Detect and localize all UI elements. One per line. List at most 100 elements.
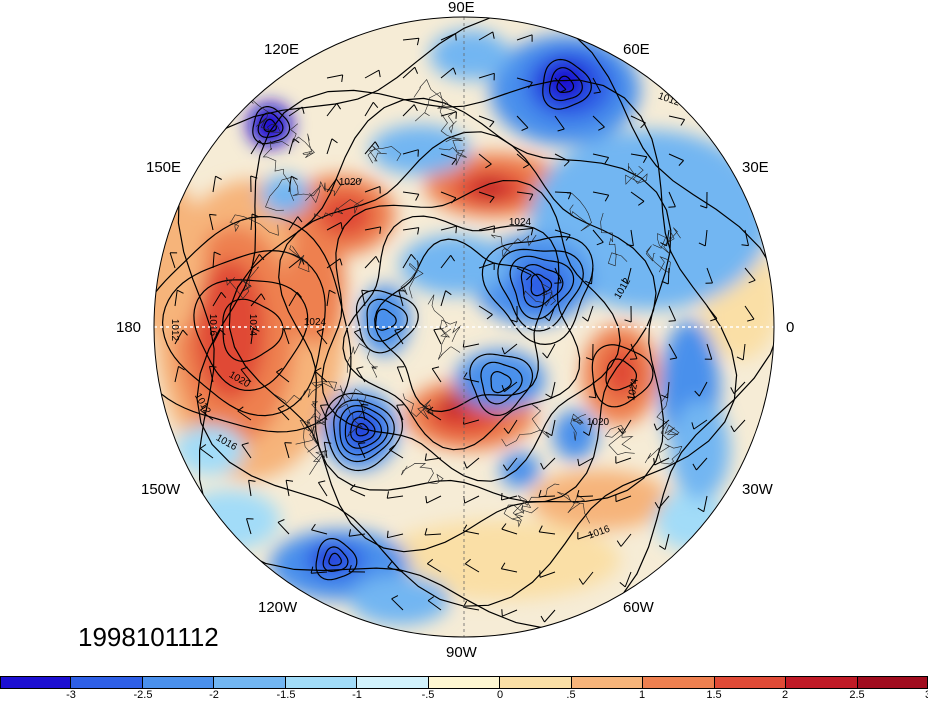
wind-barb-flag [176, 289, 184, 294]
wind-barb-flag [314, 367, 322, 372]
contour-value-label: 1024 [509, 217, 532, 228]
colorbar-tick-label: 2.5 [849, 689, 865, 701]
wind-barb-shaft [364, 102, 374, 117]
wind-barb-shaft [199, 448, 214, 459]
wind-barb-shaft [402, 254, 412, 269]
wind-barb-shaft [440, 225, 457, 231]
anomaly-cell [154, 180, 205, 340]
wind-barb-flag [710, 318, 718, 322]
wind-barb-shaft [353, 331, 366, 345]
wind-barb-shaft [630, 381, 635, 398]
wind-barb-shaft [387, 566, 404, 573]
isobar [228, 97, 672, 553]
wind-barb-shaft [478, 225, 495, 231]
wind-barb-flag [248, 479, 256, 482]
wind-barb-flag [540, 615, 545, 623]
wind-barb-flag [375, 256, 380, 263]
wind-barb-flag [584, 280, 592, 285]
colorbar-tick-label: 3 [925, 689, 928, 701]
wind-barb-shaft [554, 229, 571, 236]
wind-barb-flag [730, 425, 735, 433]
wind-barb-shaft [543, 457, 556, 470]
anomaly-cell [317, 193, 373, 237]
wind-barb-flag [291, 175, 298, 180]
lon-label-120w: 120W [258, 599, 298, 616]
wind-barb-shaft [693, 419, 708, 430]
wind-barb-shaft [630, 343, 638, 359]
colorbar-swatch [500, 676, 572, 689]
wind-barb-shaft [630, 229, 634, 246]
wind-barb-flag [694, 390, 700, 397]
wind-barb-shaft [578, 457, 594, 467]
colorbar-swatch [357, 676, 429, 689]
wind-barb-flag [417, 227, 420, 235]
wind-barb-shaft [703, 495, 708, 512]
wind-barb-flag [501, 609, 503, 617]
colorbar-swatch [71, 676, 143, 689]
wind-barb-shaft [285, 480, 290, 497]
isobar [530, 273, 553, 297]
wind-barb-shaft [440, 153, 457, 160]
wind-barb-flag [692, 463, 697, 471]
wind-barb-shaft [288, 138, 294, 155]
colorbar-swatch [857, 676, 928, 689]
wind-barb-flag [668, 320, 676, 322]
colorbar-tick-label: -1 [352, 689, 362, 701]
wind-barb-shaft [630, 115, 646, 124]
wind-barb-shaft [361, 290, 366, 307]
isobar [328, 552, 342, 567]
wind-barb-shaft [554, 115, 565, 130]
wind-barb-flag [489, 196, 495, 204]
wind-barb-flag [500, 562, 506, 569]
wind-barb-flag [501, 523, 507, 530]
wind-barb-shaft [592, 153, 609, 158]
wind-barb-flag [178, 365, 185, 371]
isobar [605, 358, 637, 391]
wind-barb-shaft [630, 153, 647, 158]
wind-barb-shaft [326, 258, 341, 269]
wind-barb-flag [617, 427, 623, 434]
wind-barb-flag [691, 422, 695, 430]
wind-barb-shaft [323, 442, 328, 459]
wind-barb-flag [414, 67, 419, 74]
wind-barb-shaft [466, 457, 480, 469]
wind-barb-flag [660, 242, 667, 247]
wind-barb-shaft [402, 104, 415, 117]
colorbar-swatch [643, 676, 715, 689]
wind-barb-shaft [316, 331, 328, 345]
wind-barb-shaft [622, 419, 632, 434]
wind-barb-flag [678, 160, 684, 166]
wind-barb-shaft [544, 609, 556, 623]
wind-barb-flag [445, 290, 452, 296]
wind-barb-shaft [364, 226, 381, 231]
isobar [344, 410, 382, 449]
wind-barb-flag [432, 366, 440, 370]
wind-barb-flag [577, 458, 580, 466]
isobar [257, 112, 284, 138]
wind-barb-flag [660, 394, 668, 399]
wind-barb-shaft [326, 290, 330, 307]
coastline [313, 199, 364, 220]
wind-barb-flag [416, 38, 420, 46]
wind-barb-shaft [577, 533, 594, 540]
wind-barb-flag [387, 561, 393, 568]
wind-barb-flag [522, 163, 530, 169]
wind-barb-flag [545, 393, 552, 399]
wind-barb-flag [582, 431, 590, 436]
wind-barb-flag [638, 200, 645, 206]
wind-barb-shaft [654, 457, 670, 466]
coastline [604, 424, 635, 456]
wind-barb-flag [424, 528, 428, 536]
contour-value-label: 1024 [626, 377, 641, 401]
contour-value-label: 1024 [247, 314, 258, 337]
lon-label-30e: 30E [742, 159, 769, 176]
wind-barb-shaft [503, 381, 518, 393]
wind-barb-shaft [440, 33, 456, 41]
wind-barb-shaft [516, 77, 533, 83]
wind-barb-shaft [350, 489, 366, 497]
colorbar-swatch [714, 676, 787, 689]
wind-barb-shaft [626, 267, 632, 284]
wind-barb-shaft [240, 369, 252, 383]
wind-barb-shaft [464, 495, 480, 504]
wind-barb-shaft [248, 480, 252, 497]
